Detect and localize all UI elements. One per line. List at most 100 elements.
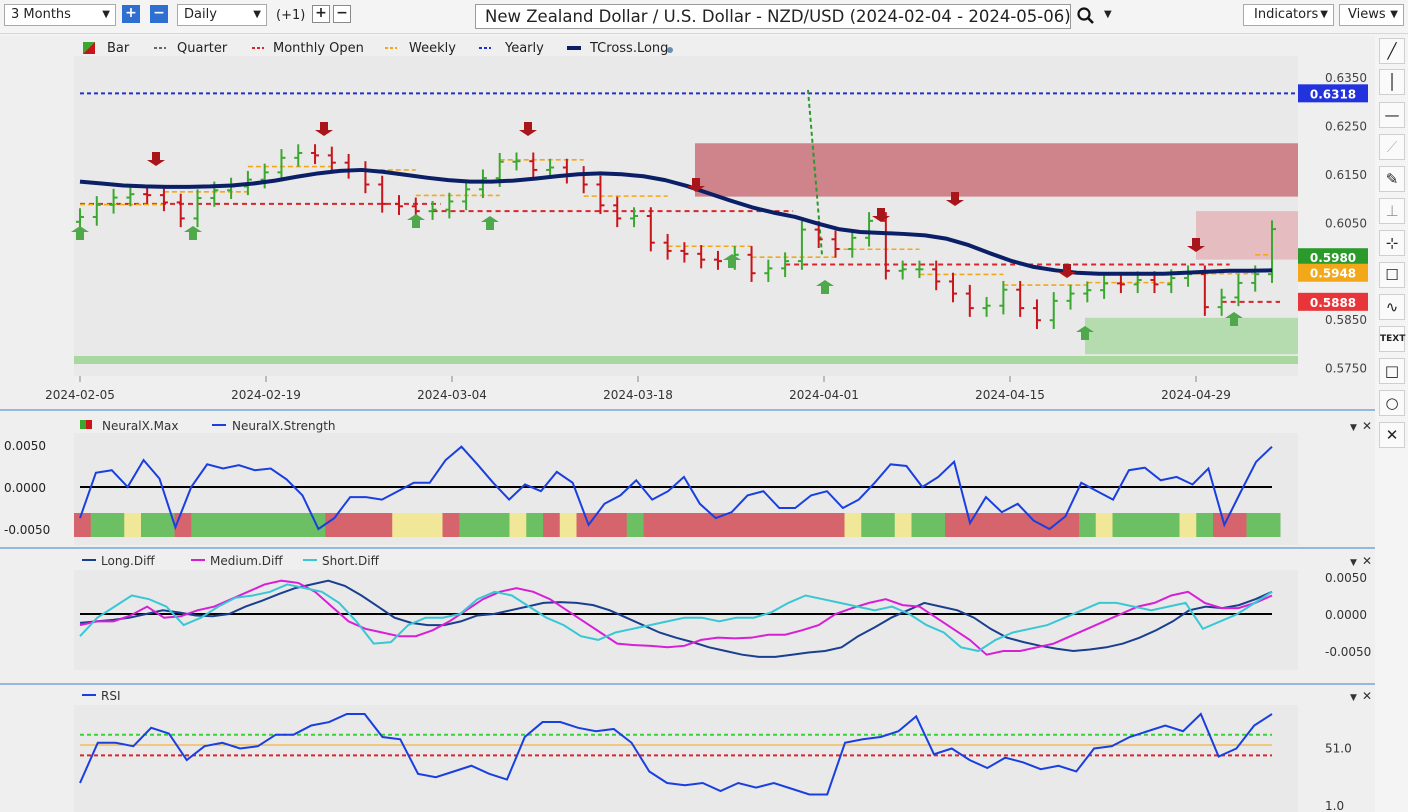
interval-value: Daily	[184, 7, 217, 22]
neuralx-band	[945, 513, 963, 537]
neuralx-band	[861, 513, 879, 537]
neuralx-band	[325, 513, 343, 537]
neuralx-band	[777, 513, 795, 537]
vertical-line-tool-icon[interactable]: │	[1379, 69, 1405, 95]
search-icon[interactable]	[1076, 6, 1098, 26]
search-dropdown-icon[interactable]: ▼	[1104, 9, 1112, 20]
price-label: 0.5948	[1310, 267, 1356, 281]
sell-arrow-4	[872, 208, 890, 222]
neuralx-band	[978, 513, 996, 537]
neuralx-band	[526, 513, 544, 537]
views-button[interactable]: Views ▼	[1339, 4, 1404, 26]
sell-arrow-0	[147, 152, 165, 166]
resistance-zone	[695, 143, 1298, 197]
price-label-bg	[1298, 263, 1368, 282]
wave-tool-icon[interactable]: ∿	[1379, 294, 1405, 320]
neuralx-band	[342, 513, 360, 537]
diff-legend: Short.Diff	[322, 554, 380, 568]
neuralx-max-legend-icon-red	[86, 420, 92, 429]
range-select[interactable]: 3 Months ▼	[4, 4, 116, 26]
diff-legend: Long.Diff	[101, 554, 155, 568]
x-tick-label: 2024-03-04	[417, 388, 487, 402]
price-legend-label: TCross.Long	[589, 41, 668, 56]
neuralx-band	[90, 513, 108, 537]
neuralx-y-tick: 0.0000	[4, 481, 46, 495]
neuralx-band	[442, 513, 460, 537]
text-tool-icon[interactable]: TEXT	[1379, 326, 1405, 352]
neuralx-band	[509, 513, 527, 537]
neuralx-band	[878, 513, 896, 537]
x-tick-label: 2024-04-15	[975, 388, 1045, 402]
bar-legend-icon-red	[83, 42, 95, 54]
neuralx-band	[392, 513, 410, 537]
circle-tool-icon[interactable]: ○	[1379, 390, 1405, 416]
buy-arrow-5	[816, 280, 834, 294]
neuralx-band	[727, 513, 745, 537]
trendline-tool-icon[interactable]: ╱	[1379, 38, 1405, 64]
sell-arrow-3	[687, 178, 705, 192]
price-y-tick: 0.6150	[1325, 168, 1367, 182]
price-label-bg	[1298, 248, 1368, 267]
offset-minus-button[interactable]: −	[333, 5, 351, 23]
buy-arrow-6	[1076, 326, 1094, 340]
crosshair-tool-icon[interactable]: ⊹	[1379, 230, 1405, 256]
buy-arrow-1	[184, 226, 202, 240]
sell-arrow-5	[946, 192, 964, 206]
x-tick-label: 2024-04-01	[789, 388, 859, 402]
neuralx-band	[911, 513, 929, 537]
offset-plus-button[interactable]: +	[312, 5, 330, 23]
delete-drawings-icon[interactable]: ✕	[1379, 422, 1405, 448]
neuralx-band	[157, 513, 175, 537]
neuralx-band	[275, 513, 293, 537]
zoom-out-button[interactable]: −	[150, 5, 168, 23]
neuralx-band	[610, 513, 628, 537]
diff-legend: Medium.Diff	[210, 554, 283, 568]
neuralx-band	[208, 513, 226, 537]
diff-y-tick: 0.0000	[1325, 608, 1367, 622]
zoom-in-button[interactable]: +	[122, 5, 140, 23]
horizontal-line-tool-icon[interactable]: —	[1379, 102, 1405, 128]
indicators-button[interactable]: Indicators ▼	[1243, 4, 1334, 26]
neuralx-band	[291, 513, 309, 537]
offset-label: (+1)	[276, 8, 306, 23]
rsi-plot-bg	[74, 705, 1298, 812]
rectangle-tool-icon[interactable]: □	[1379, 358, 1405, 384]
neuralx-band	[1213, 513, 1231, 537]
diff-y-tick: 0.0050	[1325, 571, 1367, 585]
price-label-bg	[1298, 84, 1368, 103]
neuralx-band	[1229, 513, 1247, 537]
fibonacci-tool-icon[interactable]: ⊥	[1379, 198, 1405, 224]
support-zone	[1085, 317, 1298, 355]
comment-tool-icon[interactable]: ☐	[1379, 262, 1405, 288]
short-diff-line	[79, 583, 1273, 653]
range-value: 3 Months	[11, 7, 71, 22]
neuralx-band	[375, 513, 393, 537]
ray-tool-icon[interactable]: ⟋	[1379, 134, 1405, 160]
neuralx-band	[358, 513, 376, 537]
buy-arrow-2	[407, 214, 425, 228]
views-label: Views	[1348, 7, 1386, 22]
panel-dropdown-icon: ▼	[1350, 558, 1357, 568]
neuralx-band	[643, 513, 661, 537]
settings-dot	[667, 47, 673, 53]
price-y-tick: 0.5750	[1325, 362, 1367, 376]
price-legend-label: Monthly Open	[273, 41, 364, 56]
neuralx-y-tick: -0.0050	[4, 523, 50, 537]
neuralx-band	[224, 513, 242, 537]
neuralx-band	[660, 513, 678, 537]
chevron-down-icon: ▼	[1390, 9, 1398, 20]
price-y-tick: 0.5850	[1325, 313, 1367, 327]
pen-tool-icon[interactable]: ✎	[1379, 166, 1405, 192]
neuralx-band	[191, 513, 209, 537]
diff-plot-bg	[74, 570, 1298, 670]
chart-title[interactable]: New Zealand Dollar / U.S. Dollar - NZD/U…	[475, 4, 1071, 29]
neuralx-band	[425, 513, 443, 537]
neuralx-band	[995, 513, 1013, 537]
neuralx-band	[1196, 513, 1214, 537]
neuralx-band	[1263, 513, 1281, 537]
neuralx-band	[1079, 513, 1097, 537]
resistance-zone-minor	[1196, 211, 1298, 260]
neuralx-band	[1162, 513, 1180, 537]
interval-select[interactable]: Daily ▼	[177, 4, 267, 26]
chart-area[interactable]: 0.6350 0.6250 0.6150 0.6050 0.5850 0.5750 0.63…	[0, 0, 1375, 812]
